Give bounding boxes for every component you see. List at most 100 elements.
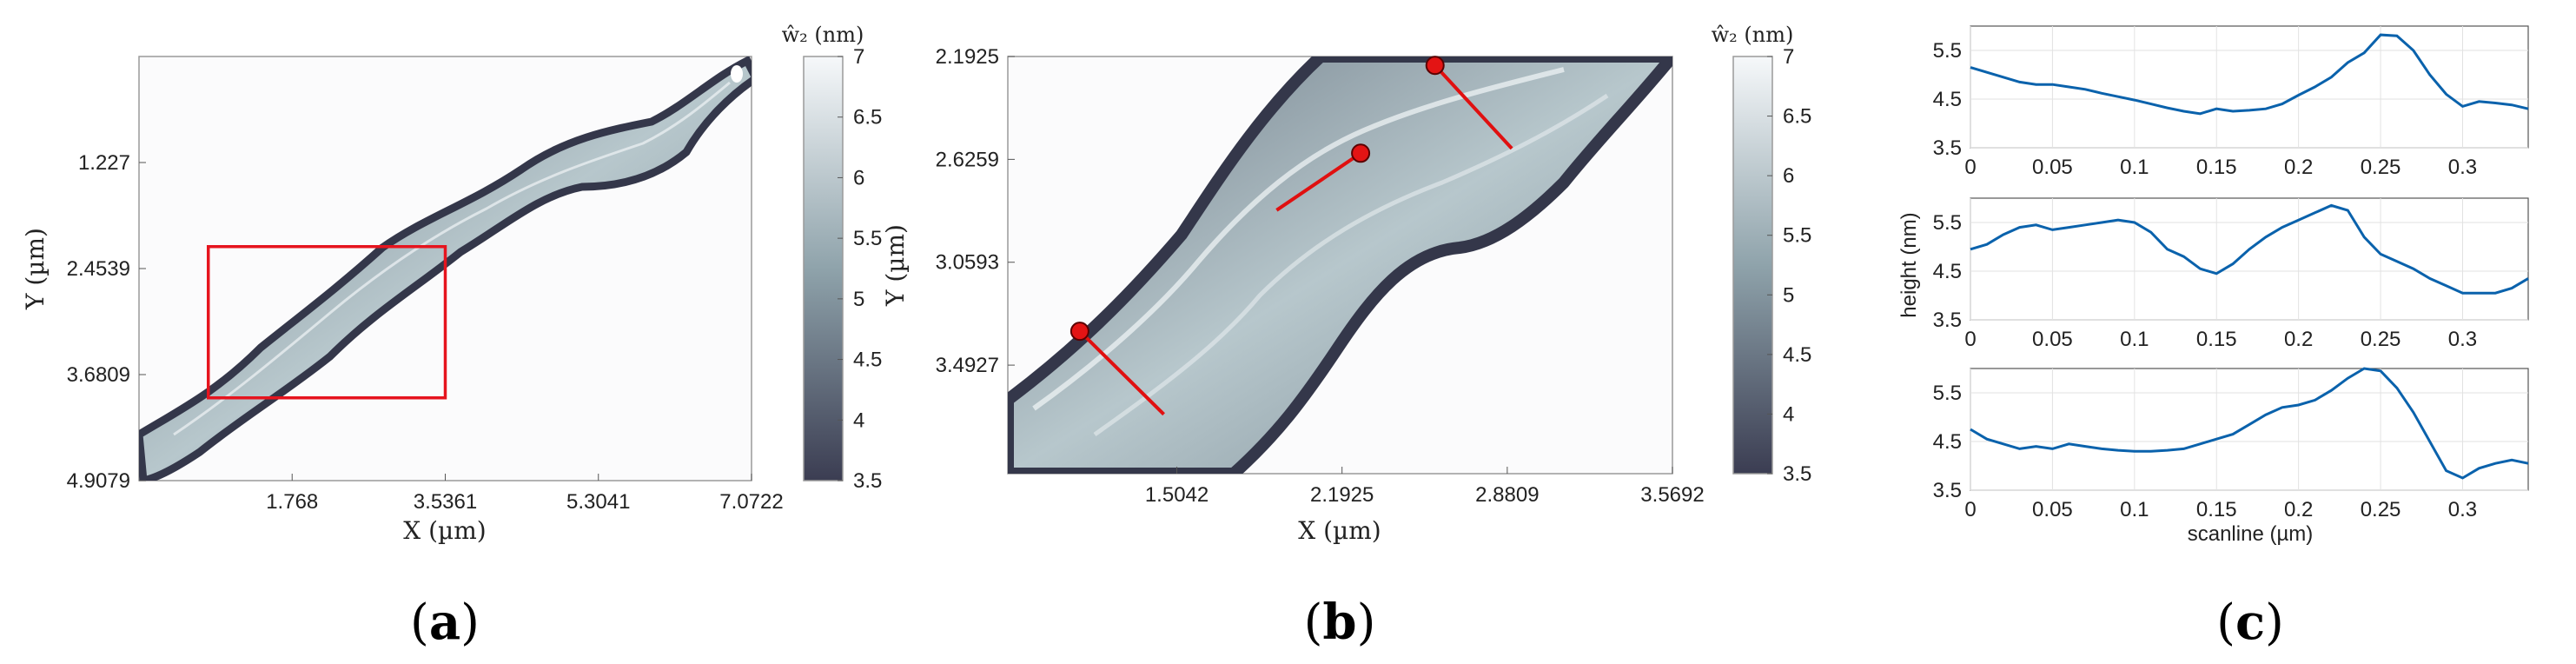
panel-c-ytick-label: 5.5 xyxy=(1933,211,1962,235)
b-xtick-label: 3.5692 xyxy=(1640,483,1704,507)
panel-b-scanline-3 xyxy=(1434,63,1513,150)
b-cbar-tick-label: 6 xyxy=(1783,164,1794,188)
a-ytick-label: 2.4539 xyxy=(67,257,130,281)
b-cbar-tick-label: 7 xyxy=(1783,45,1794,69)
panel-c-plot-area xyxy=(1970,197,2529,321)
panel-b-nanowire xyxy=(1008,56,1672,474)
panel-c-ytick-label: 3.5 xyxy=(1933,479,1962,502)
panel-b: 1.5042 2.1925 2.8809 3.5692 2.1925 2.6259 3.0… xyxy=(881,23,1811,651)
panel-c-xtick-label: 0.25 xyxy=(2361,498,2401,521)
panel-c-xtick-label: 0.1 xyxy=(2120,328,2149,351)
b-cbar-tick-label: 3.5 xyxy=(1783,462,1811,486)
panel-c-ytick-label: 3.5 xyxy=(1933,309,1962,332)
panel-c: height (nm) scanline (µm) (c) 0 0.05 0.1 0.… xyxy=(1897,25,2529,651)
panel-c-xtick-label: 0.25 xyxy=(2361,328,2401,351)
panel-c-xlabel: scanline (µm) xyxy=(2188,522,2314,546)
panel-c-xtick-label: 0 xyxy=(1964,328,1976,351)
panel-c-profile-line-1 xyxy=(1970,33,2529,116)
a-cbar-tick-label: 4.5 xyxy=(853,349,882,372)
panel-b-xlabel: X (µm) xyxy=(1298,516,1381,545)
a-cbar-tick-label: 5.5 xyxy=(853,227,882,250)
b-xtick-label: 2.1925 xyxy=(1310,483,1374,507)
panel-b-caption: (b) xyxy=(1304,594,1376,651)
a-xtick-label: 3.5361 xyxy=(414,490,477,514)
panel-a-caption: (a) xyxy=(410,594,480,651)
panel-c-xtick-label: 0.05 xyxy=(2032,498,2073,521)
panel-a-ridge xyxy=(173,81,731,436)
a-cbar-tick-label: 6 xyxy=(853,166,864,189)
panel-c-ytick-label: 5.5 xyxy=(1933,39,1962,63)
b-cbar-tick-label: 5.5 xyxy=(1783,224,1811,248)
panel-c-ytick-label: 5.5 xyxy=(1933,382,1962,405)
panel-b-ylabel: Y (µm) xyxy=(881,224,910,307)
panel-c-ylabel: height (nm) xyxy=(1897,212,1921,317)
panel-c-xtick-label: 0.15 xyxy=(2196,328,2237,351)
panel-b-scanline-2 xyxy=(1275,151,1362,212)
panel-c-xtick-label: 0.15 xyxy=(2196,156,2237,179)
panel-c-xtick-label: 0.15 xyxy=(2196,498,2237,521)
panel-c-xtick-label: 0.1 xyxy=(2120,156,2149,179)
panel-c-xtick-label: 0.3 xyxy=(2448,328,2477,351)
panel-c-ytick-label: 4.5 xyxy=(1933,430,1962,454)
panel-b-ridge-1 xyxy=(1032,67,1565,411)
panel-c-subplot-2: 0 0.05 0.1 0.15 0.2 0.25 0.3 3.5 4.5 5.5 xyxy=(1933,197,2529,351)
panel-c-ytick-label: 3.5 xyxy=(1933,136,1962,160)
a-xtick-label: 1.768 xyxy=(266,490,318,514)
panel-a-ylabel: Y (µm) xyxy=(21,228,50,310)
panel-c-profile-line-3 xyxy=(1970,367,2529,480)
a-cbar-tick-label: 3.5 xyxy=(853,469,882,493)
panel-c-xtick-label: 0 xyxy=(1964,498,1976,521)
a-cbar-tick-label: 5 xyxy=(853,288,864,311)
panel-c-subplot-3: 0 0.05 0.1 0.15 0.2 0.25 0.3 3.5 4.5 5.5 xyxy=(1933,367,2529,521)
b-cbar-tick-label: 6.5 xyxy=(1783,105,1811,129)
panel-c-caption: (c) xyxy=(2216,594,2284,651)
panel-c-xtick-label: 0.2 xyxy=(2284,156,2313,179)
b-ytick-label: 2.1925 xyxy=(936,45,999,69)
panel-c-xtick-label: 0.05 xyxy=(2032,156,2073,179)
panel-b-scanline-marker-2 xyxy=(1351,143,1371,163)
a-ytick-label: 1.227 xyxy=(78,151,130,175)
b-ytick-label: 2.6259 xyxy=(936,148,999,171)
panel-c-plot-area xyxy=(1970,25,2529,149)
panel-c-xtick-label: 0.3 xyxy=(2448,498,2477,521)
panel-c-xtick-label: 0.25 xyxy=(2361,156,2401,179)
a-xtick-label: 5.3041 xyxy=(566,490,630,514)
panel-b-scanline-marker-1 xyxy=(1069,322,1089,342)
panel-c-xtick-label: 0.05 xyxy=(2032,328,2073,351)
a-ytick-label: 3.6809 xyxy=(67,363,130,387)
panel-c-profile-line-2 xyxy=(1970,203,2529,295)
panel-c-xtick-label: 0 xyxy=(1964,156,1976,179)
panel-c-ytick-label: 4.5 xyxy=(1933,88,1962,111)
panel-c-xtick-label: 0.2 xyxy=(2284,328,2313,351)
panel-c-subplot-1: 0 0.05 0.1 0.15 0.2 0.25 0.3 3.5 4.5 5.5 xyxy=(1933,25,2529,179)
panel-b-scanline-marker-3 xyxy=(1425,56,1445,76)
panel-c-plot-area xyxy=(1970,368,2529,491)
panel-b-colorbar xyxy=(1732,56,1773,475)
b-cbar-tick-label: 5 xyxy=(1783,283,1794,307)
panel-b-scanline-1 xyxy=(1078,329,1165,416)
panel-c-xtick-label: 0.3 xyxy=(2448,156,2477,179)
panel-b-colorbar-label: ŵ₂ (nm) xyxy=(1712,23,1794,47)
panel-a-void xyxy=(731,65,743,83)
b-xtick-label: 2.8809 xyxy=(1475,483,1539,507)
panel-a-nanowire xyxy=(139,56,752,481)
a-ytick-label: 4.9079 xyxy=(67,469,130,493)
b-xtick-label: 1.5042 xyxy=(1145,483,1209,507)
panel-c-xtick-label: 0.2 xyxy=(2284,498,2313,521)
panel-c-xtick-label: 0.1 xyxy=(2120,498,2149,521)
b-cbar-tick-label: 4.5 xyxy=(1783,343,1811,367)
panel-a-colorbar xyxy=(803,56,844,481)
panel-a-colorbar-label: ŵ₂ (nm) xyxy=(782,23,864,47)
panel-a: 1.768 3.5361 5.3041 7.0722 1.227 2.4539 3.680… xyxy=(21,23,882,651)
panel-a-roi-box xyxy=(206,244,447,400)
panel-b-ridge-2 xyxy=(1093,93,1609,437)
b-ytick-label: 3.0593 xyxy=(936,251,999,275)
panel-c-ytick-label: 4.5 xyxy=(1933,260,1962,283)
panel-a-xlabel: X (µm) xyxy=(403,516,486,545)
b-ytick-label: 3.4927 xyxy=(936,354,999,377)
a-xtick-label: 7.0722 xyxy=(719,490,783,514)
a-cbar-tick-label: 7 xyxy=(853,45,864,69)
a-cbar-tick-label: 6.5 xyxy=(853,106,882,129)
a-cbar-tick-label: 4 xyxy=(853,408,864,432)
